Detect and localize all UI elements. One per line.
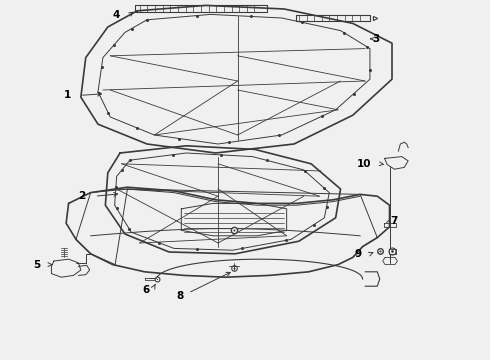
Text: 1: 1 (64, 90, 71, 100)
Text: 4: 4 (113, 10, 120, 20)
Text: 9: 9 (354, 249, 361, 259)
Text: 5: 5 (33, 260, 40, 270)
Text: 10: 10 (356, 159, 371, 169)
Text: 8: 8 (176, 291, 184, 301)
Text: 7: 7 (391, 216, 398, 226)
Text: 3: 3 (372, 34, 380, 44)
Text: 6: 6 (142, 285, 149, 295)
Text: 2: 2 (78, 191, 86, 201)
